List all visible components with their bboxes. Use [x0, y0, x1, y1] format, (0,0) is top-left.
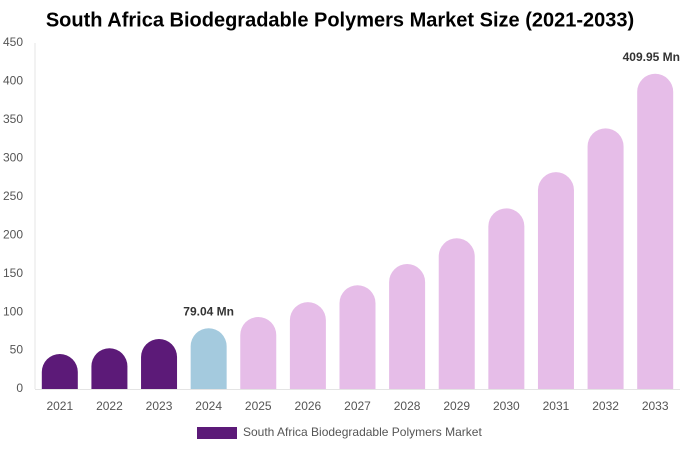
bar — [41, 354, 78, 389]
bar — [240, 317, 277, 389]
x-tick-label: 2021 — [46, 399, 73, 413]
x-tick-label: 2023 — [146, 399, 173, 413]
y-tick-label: 300 — [3, 151, 23, 165]
x-tick-label: 2030 — [493, 399, 520, 413]
x-tick-label: 2031 — [543, 399, 570, 413]
y-tick-label: 450 — [3, 35, 23, 49]
bar — [389, 264, 426, 389]
x-tick-label: 2032 — [592, 399, 619, 413]
y-tick-label: 50 — [10, 343, 24, 357]
y-tick-label: 350 — [3, 112, 23, 126]
x-tick-label: 2022 — [96, 399, 123, 413]
y-tick-label: 200 — [3, 227, 23, 241]
y-tick-label: 250 — [3, 189, 23, 203]
x-tick-label: 2027 — [344, 399, 371, 413]
y-tick-label: 400 — [3, 74, 23, 88]
legend-label: South Africa Biodegradable Polymers Mark… — [243, 425, 482, 439]
bar — [91, 348, 128, 389]
x-tick-label: 2033 — [642, 399, 669, 413]
data-label: 79.04 Mn — [183, 304, 234, 318]
bar — [637, 73, 674, 389]
y-tick-label: 100 — [3, 304, 23, 318]
bar — [141, 339, 178, 389]
bar — [190, 328, 227, 389]
y-tick-label: 150 — [3, 266, 23, 280]
x-tick-label: 2025 — [245, 399, 272, 413]
chart-title: South Africa Biodegradable Polymers Mark… — [46, 9, 634, 31]
bar — [289, 302, 326, 389]
x-tick-label: 2024 — [195, 399, 222, 413]
y-tick-label: 0 — [16, 381, 23, 395]
x-tick-label: 2029 — [443, 399, 470, 413]
x-tick-label: 2026 — [295, 399, 322, 413]
bar — [537, 172, 574, 389]
legend-swatch — [197, 427, 237, 439]
data-label: 409.95 Mn — [623, 50, 680, 64]
bar — [587, 128, 624, 389]
bar — [438, 238, 475, 389]
bar — [488, 208, 525, 389]
x-tick-label: 2028 — [394, 399, 421, 413]
bar — [339, 285, 376, 389]
